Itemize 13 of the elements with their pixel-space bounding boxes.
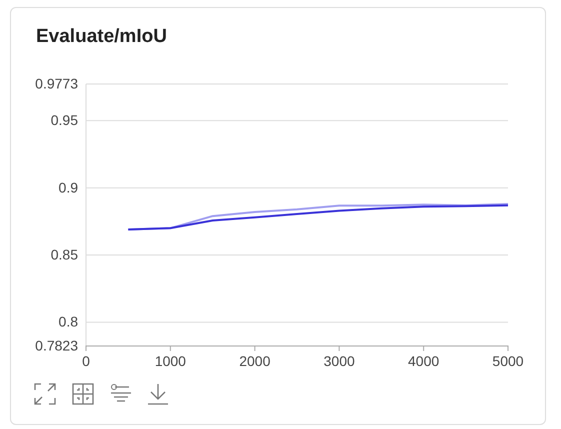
y-tick-label: 0.7823 xyxy=(35,337,78,354)
y-tick-label: 0.9773 xyxy=(35,75,78,92)
x-tick-label: 0 xyxy=(82,352,90,369)
x-tick-label: 5000 xyxy=(492,352,524,369)
x-tick-label: 4000 xyxy=(408,352,440,369)
x-tick-label: 1000 xyxy=(154,352,186,369)
x-tick-label: 3000 xyxy=(324,352,355,369)
y-tick-label: 0.8 xyxy=(58,314,78,330)
y-tick-label: 0.95 xyxy=(50,112,78,128)
chart-title: Evaluate/mIoU xyxy=(36,26,167,47)
x-tick-label: 2000 xyxy=(239,352,271,369)
y-tick-label: 0.9 xyxy=(58,179,78,196)
y-tick-label: 0.85 xyxy=(50,246,78,263)
